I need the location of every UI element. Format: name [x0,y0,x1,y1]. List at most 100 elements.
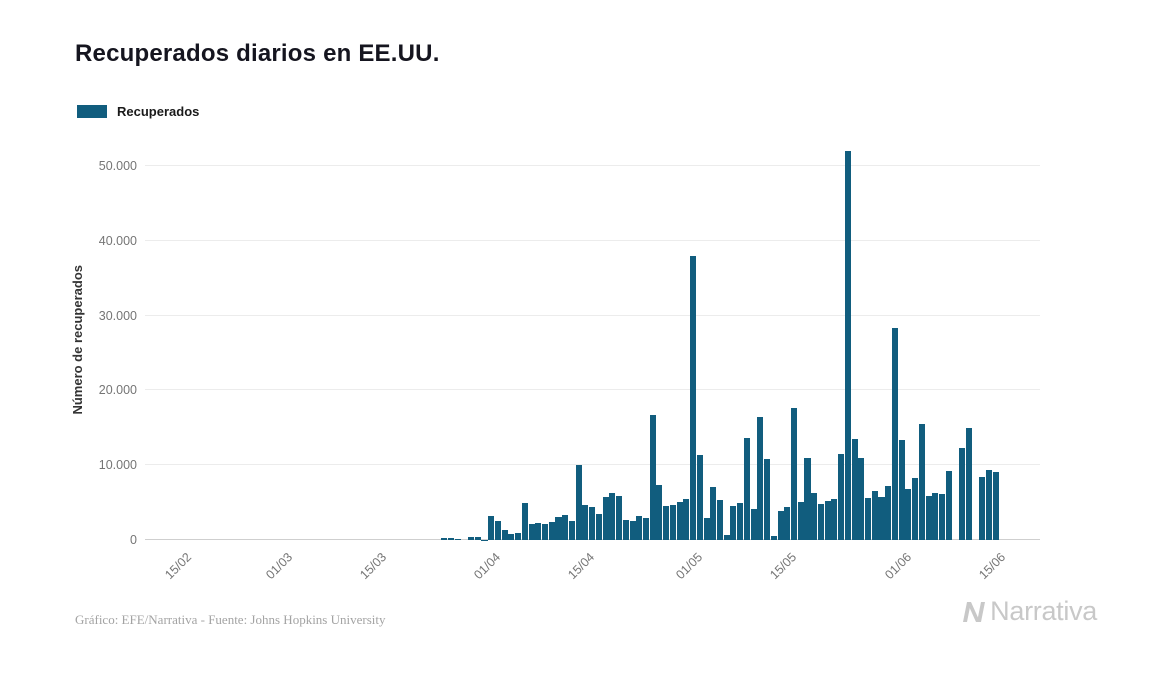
bar-02-06 [905,489,912,540]
bar-14-04 [575,465,582,540]
bar-12-05 [764,459,771,540]
bar-29-05 [878,496,885,540]
bar-30-04 [683,498,690,540]
bar-10-05 [750,508,757,540]
x-axis: 15/02 01/03 15/03 01/04 15/04 01/05 15/05 01/06… [145,540,1040,604]
bar-12-04 [562,515,569,540]
gridline [145,239,1040,241]
legend-swatch [77,105,107,118]
bar-25-05 [851,439,858,540]
bar-26-04 [656,485,663,540]
bar-13-05 [770,536,777,540]
bar-13-06 [979,477,986,540]
bar-19-04 [609,492,616,540]
bar-22-05 [831,498,838,540]
gridline [145,389,1040,391]
bar-05-06 [925,495,932,540]
bar-28-04 [669,504,676,540]
bar-11-05 [757,416,764,540]
bar-14-05 [777,510,784,540]
bar-09-05 [743,438,750,540]
legend: Recuperados [77,104,199,119]
bar-27-03 [454,539,461,540]
bar-28-05 [871,491,878,540]
bar-29-04 [676,501,683,540]
bar-30-05 [885,486,892,540]
bar-27-04 [663,506,670,540]
bar-25-04 [649,415,656,540]
x-tick-label: 01/06 [881,550,914,583]
bar-03-05 [703,517,710,540]
bar-21-04 [622,519,629,540]
bar-10-06 [959,448,966,540]
bar-07-04 [528,524,535,540]
credit-text: Gráfico: EFE/Narrativa - Fuente: Johns H… [75,612,386,627]
bar-20-04 [616,495,623,540]
narrativa-icon [963,601,986,622]
bar-05-05 [716,500,724,540]
legend-label: Recuperados [117,104,200,119]
bar-15-05 [784,507,791,540]
y-axis: 0 10.000 20.000 30.000 40.000 50.000 [75,140,145,547]
bar-24-05 [844,151,851,540]
bar-14-06 [986,470,993,540]
brand-name: Narrativa [990,596,1097,626]
bar-13-04 [568,521,575,540]
y-tick-label: 0 [130,533,137,547]
bar-09-04 [542,523,549,540]
x-tick-label: 15/04 [565,550,598,583]
bar-05-04 [515,533,522,540]
gridline [145,314,1040,316]
y-tick-label: 30.000 [98,308,137,323]
bar-03-06 [912,477,919,540]
bar-27-05 [865,498,872,540]
bar-04-04 [508,534,515,540]
bar-08-06 [945,471,952,540]
gridline [145,165,1040,167]
bar-07-05 [730,506,737,540]
x-tick-label: 01/03 [262,550,295,583]
bar-16-05 [791,407,798,540]
bar-08-04 [535,522,542,540]
bar-18-04 [602,497,609,540]
bar-29-03 [468,537,475,540]
y-tick-label: 50.000 [98,159,137,174]
bar-25-03 [441,537,448,540]
bar-23-05 [838,454,845,540]
y-tick-label: 40.000 [98,233,137,248]
bar-15-06 [992,471,999,540]
bar-02-04 [494,520,501,540]
x-tick-label: 15/03 [357,550,390,583]
bar-17-05 [797,501,804,540]
x-tick-label: 15/05 [767,550,800,583]
gridline [145,464,1040,466]
x-tick-label: 15/02 [161,550,194,583]
bar-15-04 [582,504,589,540]
chart: Número de recuperados 0 10.000 20.000 30.00… [70,140,1040,582]
plot-area [145,140,1040,540]
bar-26-05 [858,457,865,540]
bar-26-03 [447,538,454,540]
bar-04-06 [918,424,925,540]
page-title: Recuperados diarios en EE.UU. [75,40,440,67]
bar-17-04 [595,513,602,540]
bar-11-06 [965,427,973,540]
bar-02-05 [696,454,703,540]
bar-06-06 [932,492,939,540]
bar-03-04 [501,530,508,540]
bar-01-04 [488,516,495,540]
bar-06-05 [723,534,730,540]
bar-04-05 [710,486,717,540]
bar-10-04 [548,522,555,540]
bar-16-04 [589,507,596,540]
y-tick-label: 20.000 [98,383,137,398]
bar-06-04 [521,502,528,540]
bar-21-05 [824,501,831,540]
bar-30-03 [474,537,481,540]
bar-07-06 [939,493,946,540]
x-tick-label: 15/06 [976,550,1009,583]
bar-08-05 [737,502,744,540]
x-tick-label: 01/04 [471,550,504,583]
bar-11-04 [555,516,562,540]
bar-23-04 [636,516,643,540]
